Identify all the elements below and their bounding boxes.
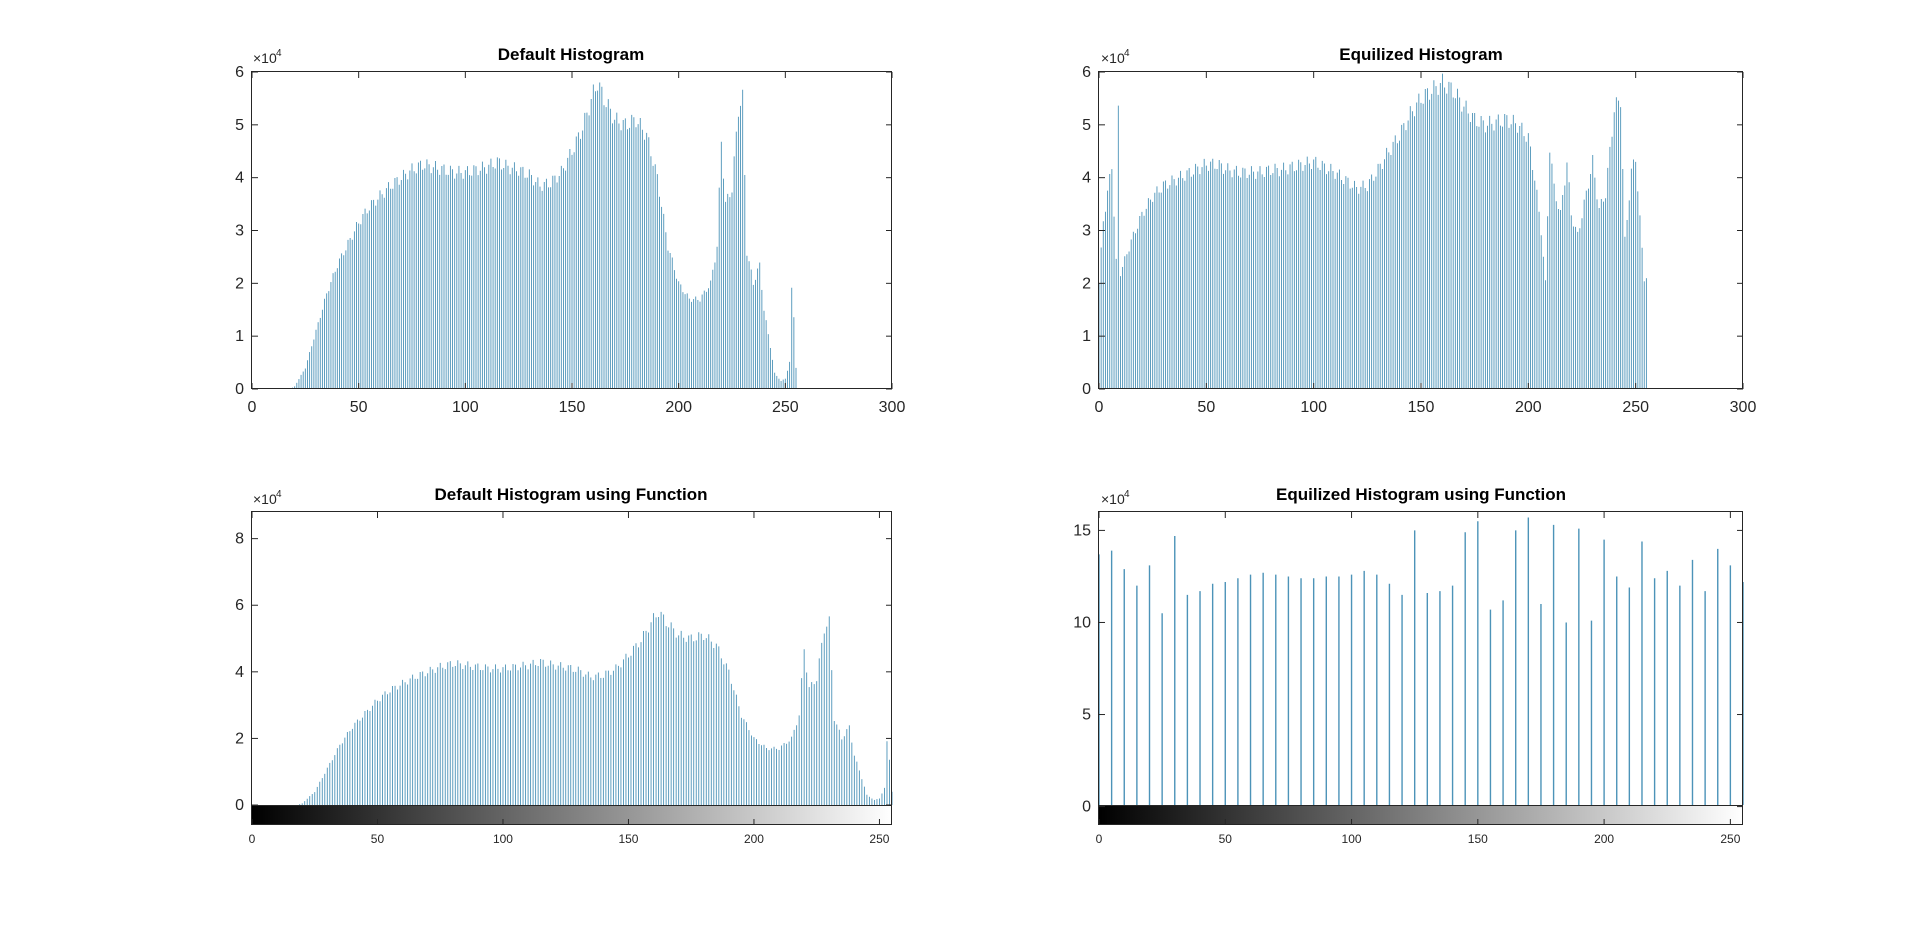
- x-tick-label: 0: [1096, 832, 1103, 846]
- x-tick-label: 100: [493, 832, 513, 846]
- x-tick-label: 200: [665, 399, 692, 416]
- exponent-base: ×10: [1101, 50, 1125, 66]
- bar-series: [292, 82, 797, 389]
- x-tick-label: 250: [869, 832, 889, 846]
- exponent-power: 4: [1124, 48, 1130, 59]
- y-tick-label: 0: [1082, 799, 1091, 816]
- y-tick-label: 6: [1082, 64, 1091, 81]
- x-tick-label: 150: [1408, 399, 1435, 416]
- y-tick-label: 2: [1082, 275, 1091, 292]
- x-tick-label: 300: [1730, 399, 1757, 416]
- y-axis-ticks: 0 5 10 15: [1073, 522, 1743, 816]
- y-tick-label: 1: [235, 328, 244, 345]
- x-axis-ticks: 0 50 100 150 200 250: [1096, 512, 1741, 846]
- y-tick-label: 8: [235, 531, 244, 548]
- panel-default-histogram: Default Histogram ×10 4 0 50 100 150 200 250 3…: [235, 45, 905, 416]
- x-tick-label: 0: [1095, 399, 1104, 416]
- y-tick-label: 5: [235, 117, 244, 134]
- panel-equalized-histogram: Equilized Histogram ×10 4 0 50 100 150 200 25…: [1082, 45, 1756, 416]
- y-tick-label: 5: [1082, 117, 1091, 134]
- chart-title: Default Histogram: [498, 45, 644, 64]
- x-axis-ticks: 0 50 100 150 200 250: [249, 512, 890, 846]
- y-tick-label: 4: [1082, 170, 1091, 187]
- axes-box: [251, 511, 892, 825]
- y-tick-label: 0: [1082, 381, 1091, 398]
- y-tick-label: 15: [1073, 522, 1091, 539]
- exponent-label: ×10 4: [1101, 489, 1130, 507]
- x-axis-ticks: 0 50 100 150 200 250 300: [248, 72, 906, 416]
- y-tick-label: 0: [235, 797, 244, 814]
- x-tick-label: 250: [1720, 832, 1740, 846]
- chart-title: Equilized Histogram using Function: [1276, 485, 1566, 504]
- x-tick-label: 50: [350, 399, 368, 416]
- y-tick-label: 2: [235, 275, 244, 292]
- chart-title: Default Histogram using Function: [435, 485, 708, 504]
- x-tick-label: 250: [772, 399, 799, 416]
- exponent-label: ×10 4: [1101, 48, 1130, 66]
- x-tick-label: 150: [618, 832, 638, 846]
- axes-box: [1098, 511, 1743, 825]
- axes-box: [1098, 71, 1743, 389]
- colorbar-gradient: [1098, 805, 1743, 825]
- exponent-base: ×10: [253, 491, 277, 507]
- axes-box: [251, 71, 892, 389]
- x-tick-label: 100: [1300, 399, 1327, 416]
- x-tick-label: 0: [249, 832, 256, 846]
- y-tick-label: 2: [235, 730, 244, 747]
- y-tick-label: 0: [235, 381, 244, 398]
- exponent-power: 4: [1124, 489, 1130, 500]
- bar-series: [299, 611, 893, 805]
- x-tick-label: 200: [1515, 399, 1542, 416]
- x-tick-label: 200: [744, 832, 764, 846]
- exponent-base: ×10: [1101, 491, 1125, 507]
- x-tick-label: 150: [1468, 832, 1488, 846]
- x-tick-label: 200: [1594, 832, 1614, 846]
- y-tick-label: 6: [235, 64, 244, 81]
- y-tick-label: 6: [235, 597, 244, 614]
- bar-series: [1098, 73, 1647, 389]
- x-tick-label: 50: [1197, 399, 1215, 416]
- y-axis-ticks: 0 1 2 3 4 5 6: [235, 64, 892, 398]
- exponent-base: ×10: [253, 50, 277, 66]
- colorbar-gradient: [251, 805, 892, 825]
- x-tick-label: 100: [1342, 832, 1362, 846]
- y-tick-label: 5: [1082, 707, 1091, 724]
- x-tick-label: 300: [879, 399, 906, 416]
- exponent-power: 4: [276, 48, 282, 59]
- y-tick-label: 4: [235, 170, 244, 187]
- y-tick-label: 10: [1073, 614, 1091, 631]
- panel-equalized-histogram-function: Equilized Histogram using Function ×10 4…: [1073, 485, 1744, 846]
- x-tick-label: 50: [371, 832, 385, 846]
- x-tick-label: 0: [248, 399, 257, 416]
- x-tick-label: 100: [452, 399, 479, 416]
- panel-default-histogram-function: Default Histogram using Function ×10 4 0…: [235, 485, 893, 846]
- y-tick-label: 3: [1082, 223, 1091, 240]
- exponent-power: 4: [276, 489, 282, 500]
- chart-title: Equilized Histogram: [1339, 45, 1502, 64]
- y-tick-label: 1: [1082, 328, 1091, 345]
- y-tick-label: 3: [235, 223, 244, 240]
- exponent-label: ×10 4: [253, 48, 282, 66]
- bar-series: [1098, 517, 1744, 805]
- x-tick-label: 50: [1219, 832, 1233, 846]
- exponent-label: ×10 4: [253, 489, 282, 507]
- y-tick-label: 4: [235, 664, 244, 681]
- x-axis-ticks: 0 50 100 150 200 250 300: [1095, 72, 1757, 416]
- y-axis-ticks: 0 1 2 3 4 5 6: [1082, 64, 1743, 398]
- x-tick-label: 150: [559, 399, 586, 416]
- x-tick-label: 250: [1622, 399, 1649, 416]
